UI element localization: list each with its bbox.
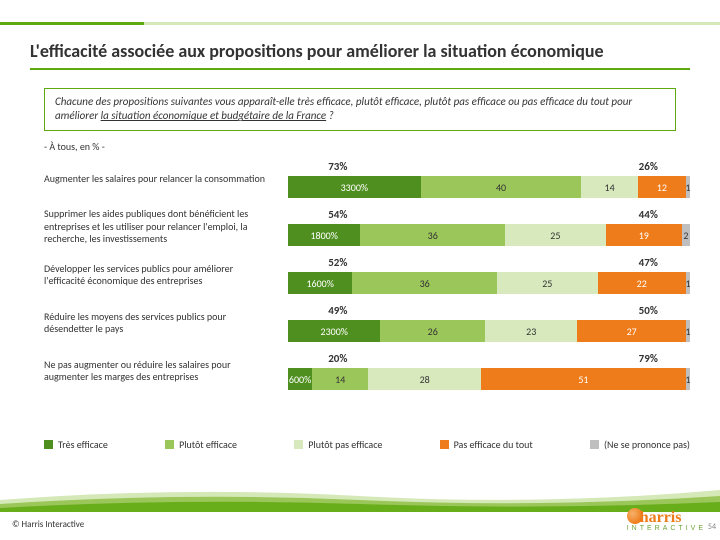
summary-pas-efficace: 50% xyxy=(639,304,658,317)
bar-segment: 23 xyxy=(485,320,577,342)
summary-efficace: 73% xyxy=(328,160,347,173)
legend-item: Plutôt pas efficace xyxy=(294,438,382,451)
copyright-text: © Harris Interactive xyxy=(12,519,84,530)
row-label: Développer les services publics pour amé… xyxy=(44,263,288,288)
stacked-bar: 600%1428511 xyxy=(288,368,690,390)
slide-title: L'efficacité associée aux propositions p… xyxy=(30,40,690,70)
logo-text: harris xyxy=(640,509,682,526)
bar-segment: 40 xyxy=(421,176,582,198)
bar-segment: 600% xyxy=(288,368,312,390)
bar-segment: 2 xyxy=(682,224,690,246)
bar-segment: 1 xyxy=(686,176,690,198)
bar-segment: 27 xyxy=(577,320,686,342)
logo-subtext: INTERACTIVE xyxy=(627,525,706,532)
bar-segment: 51 xyxy=(481,368,686,390)
legend-label: Très efficace xyxy=(58,438,108,451)
bar-segment: 28 xyxy=(368,368,481,390)
legend-swatch xyxy=(165,440,174,449)
bar-segment: 19 xyxy=(606,224,682,246)
legend-swatch xyxy=(590,440,599,449)
legend-label: Plutôt pas efficace xyxy=(308,438,382,451)
row-summary: 54% 44% xyxy=(288,208,690,222)
harris-logo: harris INTERACTIVE xyxy=(627,508,706,532)
row-label: Augmenter les salaires pour relancer la … xyxy=(44,173,288,186)
stacked-bar: 2300%2623271 xyxy=(288,320,690,342)
summary-efficace: 49% xyxy=(328,304,347,317)
bar-segment: 14 xyxy=(581,176,637,198)
chart-row: Augmenter les salaires pour relancer la … xyxy=(44,160,690,198)
stacked-bar-chart: Augmenter les salaires pour relancer la … xyxy=(44,160,690,400)
question-box: Chacune des propositions suivantes vous … xyxy=(44,88,676,131)
row-summary: 49% 50% xyxy=(288,304,690,318)
summary-pas-efficace: 79% xyxy=(639,352,658,365)
bar-segment: 2300% xyxy=(288,320,380,342)
bar-segment: 1 xyxy=(686,272,690,294)
legend-item: Très efficace xyxy=(44,438,108,451)
chart-legend: Très efficace Plutôt efficace Plutôt pas e… xyxy=(44,438,690,451)
bar-segment: 14 xyxy=(312,368,368,390)
row-label: Réduire les moyens des services publics … xyxy=(44,311,288,336)
bar-segment: 25 xyxy=(505,224,606,246)
bar-segment: 25 xyxy=(497,272,598,294)
legend-swatch xyxy=(294,440,303,449)
summary-efficace: 20% xyxy=(328,352,347,365)
legend-swatch xyxy=(44,440,53,449)
chart-row: Réduire les moyens des services publics … xyxy=(44,304,690,342)
legend-label: (Ne se prononce pas) xyxy=(604,438,690,451)
summary-pas-efficace: 26% xyxy=(639,160,658,173)
bar-segment: 1 xyxy=(686,320,690,342)
bar-segment: 22 xyxy=(598,272,686,294)
legend-label: Plutôt efficace xyxy=(179,438,237,451)
summary-efficace: 52% xyxy=(328,256,347,269)
chart-row: Ne pas augmenter ou réduire les salaires… xyxy=(44,352,690,390)
stacked-bar: 1800%3625192 xyxy=(288,224,690,246)
stacked-bar: 1600%3625221 xyxy=(288,272,690,294)
bar-segment: 3300% xyxy=(288,176,421,198)
summary-efficace: 54% xyxy=(328,208,347,221)
row-summary: 20% 79% xyxy=(288,352,690,366)
top-accent-bar xyxy=(0,22,720,25)
summary-pas-efficace: 47% xyxy=(639,256,658,269)
legend-swatch xyxy=(440,440,449,449)
bar-segment: 1600% xyxy=(288,272,352,294)
bar-segment: 12 xyxy=(638,176,686,198)
bar-segment: 1 xyxy=(686,368,690,390)
page-number: 54 xyxy=(708,522,716,532)
chart-row: Supprimer les aides publiques dont bénéf… xyxy=(44,208,690,246)
bar-segment: 1800% xyxy=(288,224,360,246)
row-summary: 52% 47% xyxy=(288,256,690,270)
row-label: Supprimer les aides publiques dont bénéf… xyxy=(44,208,288,246)
row-label: Ne pas augmenter ou réduire les salaires… xyxy=(44,359,288,384)
bar-segment: 36 xyxy=(360,224,505,246)
chart-row: Développer les services publics pour amé… xyxy=(44,256,690,294)
summary-pas-efficace: 44% xyxy=(639,208,658,221)
stacked-bar: 3300%4014121 xyxy=(288,176,690,198)
bar-segment: 26 xyxy=(380,320,485,342)
row-summary: 73% 26% xyxy=(288,160,690,174)
legend-label: Pas efficace du tout xyxy=(454,438,533,451)
decorative-swoosh xyxy=(0,486,720,512)
legend-item: (Ne se prononce pas) xyxy=(590,438,690,451)
base-subtitle: - À tous, en % - xyxy=(44,140,105,153)
bar-segment: 36 xyxy=(352,272,497,294)
legend-item: Plutôt efficace xyxy=(165,438,237,451)
legend-item: Pas efficace du tout xyxy=(440,438,533,451)
